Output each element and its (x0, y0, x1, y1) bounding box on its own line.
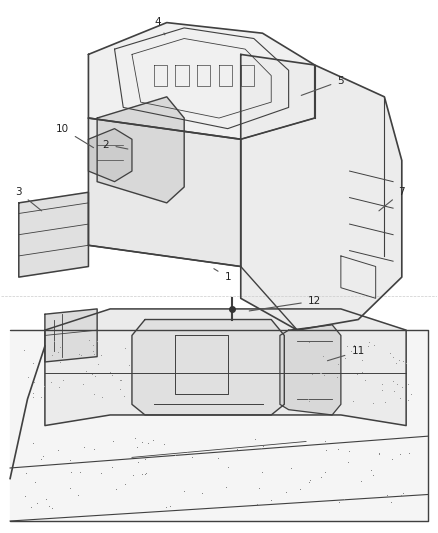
Polygon shape (88, 128, 132, 182)
Polygon shape (19, 192, 88, 277)
Text: 1: 1 (214, 269, 231, 282)
Text: 4: 4 (155, 17, 165, 35)
Text: 2: 2 (102, 140, 128, 150)
Text: 5: 5 (301, 76, 344, 95)
Text: 3: 3 (15, 187, 42, 211)
Polygon shape (10, 330, 428, 521)
Polygon shape (45, 309, 406, 425)
Text: 7: 7 (379, 187, 405, 211)
Polygon shape (132, 319, 284, 415)
Polygon shape (241, 54, 402, 330)
Text: 10: 10 (56, 124, 94, 148)
Text: 11: 11 (328, 346, 365, 361)
Polygon shape (280, 325, 341, 415)
Polygon shape (45, 309, 97, 362)
Polygon shape (88, 118, 241, 266)
Polygon shape (88, 22, 315, 139)
Text: 12: 12 (249, 296, 321, 311)
Polygon shape (97, 97, 184, 203)
